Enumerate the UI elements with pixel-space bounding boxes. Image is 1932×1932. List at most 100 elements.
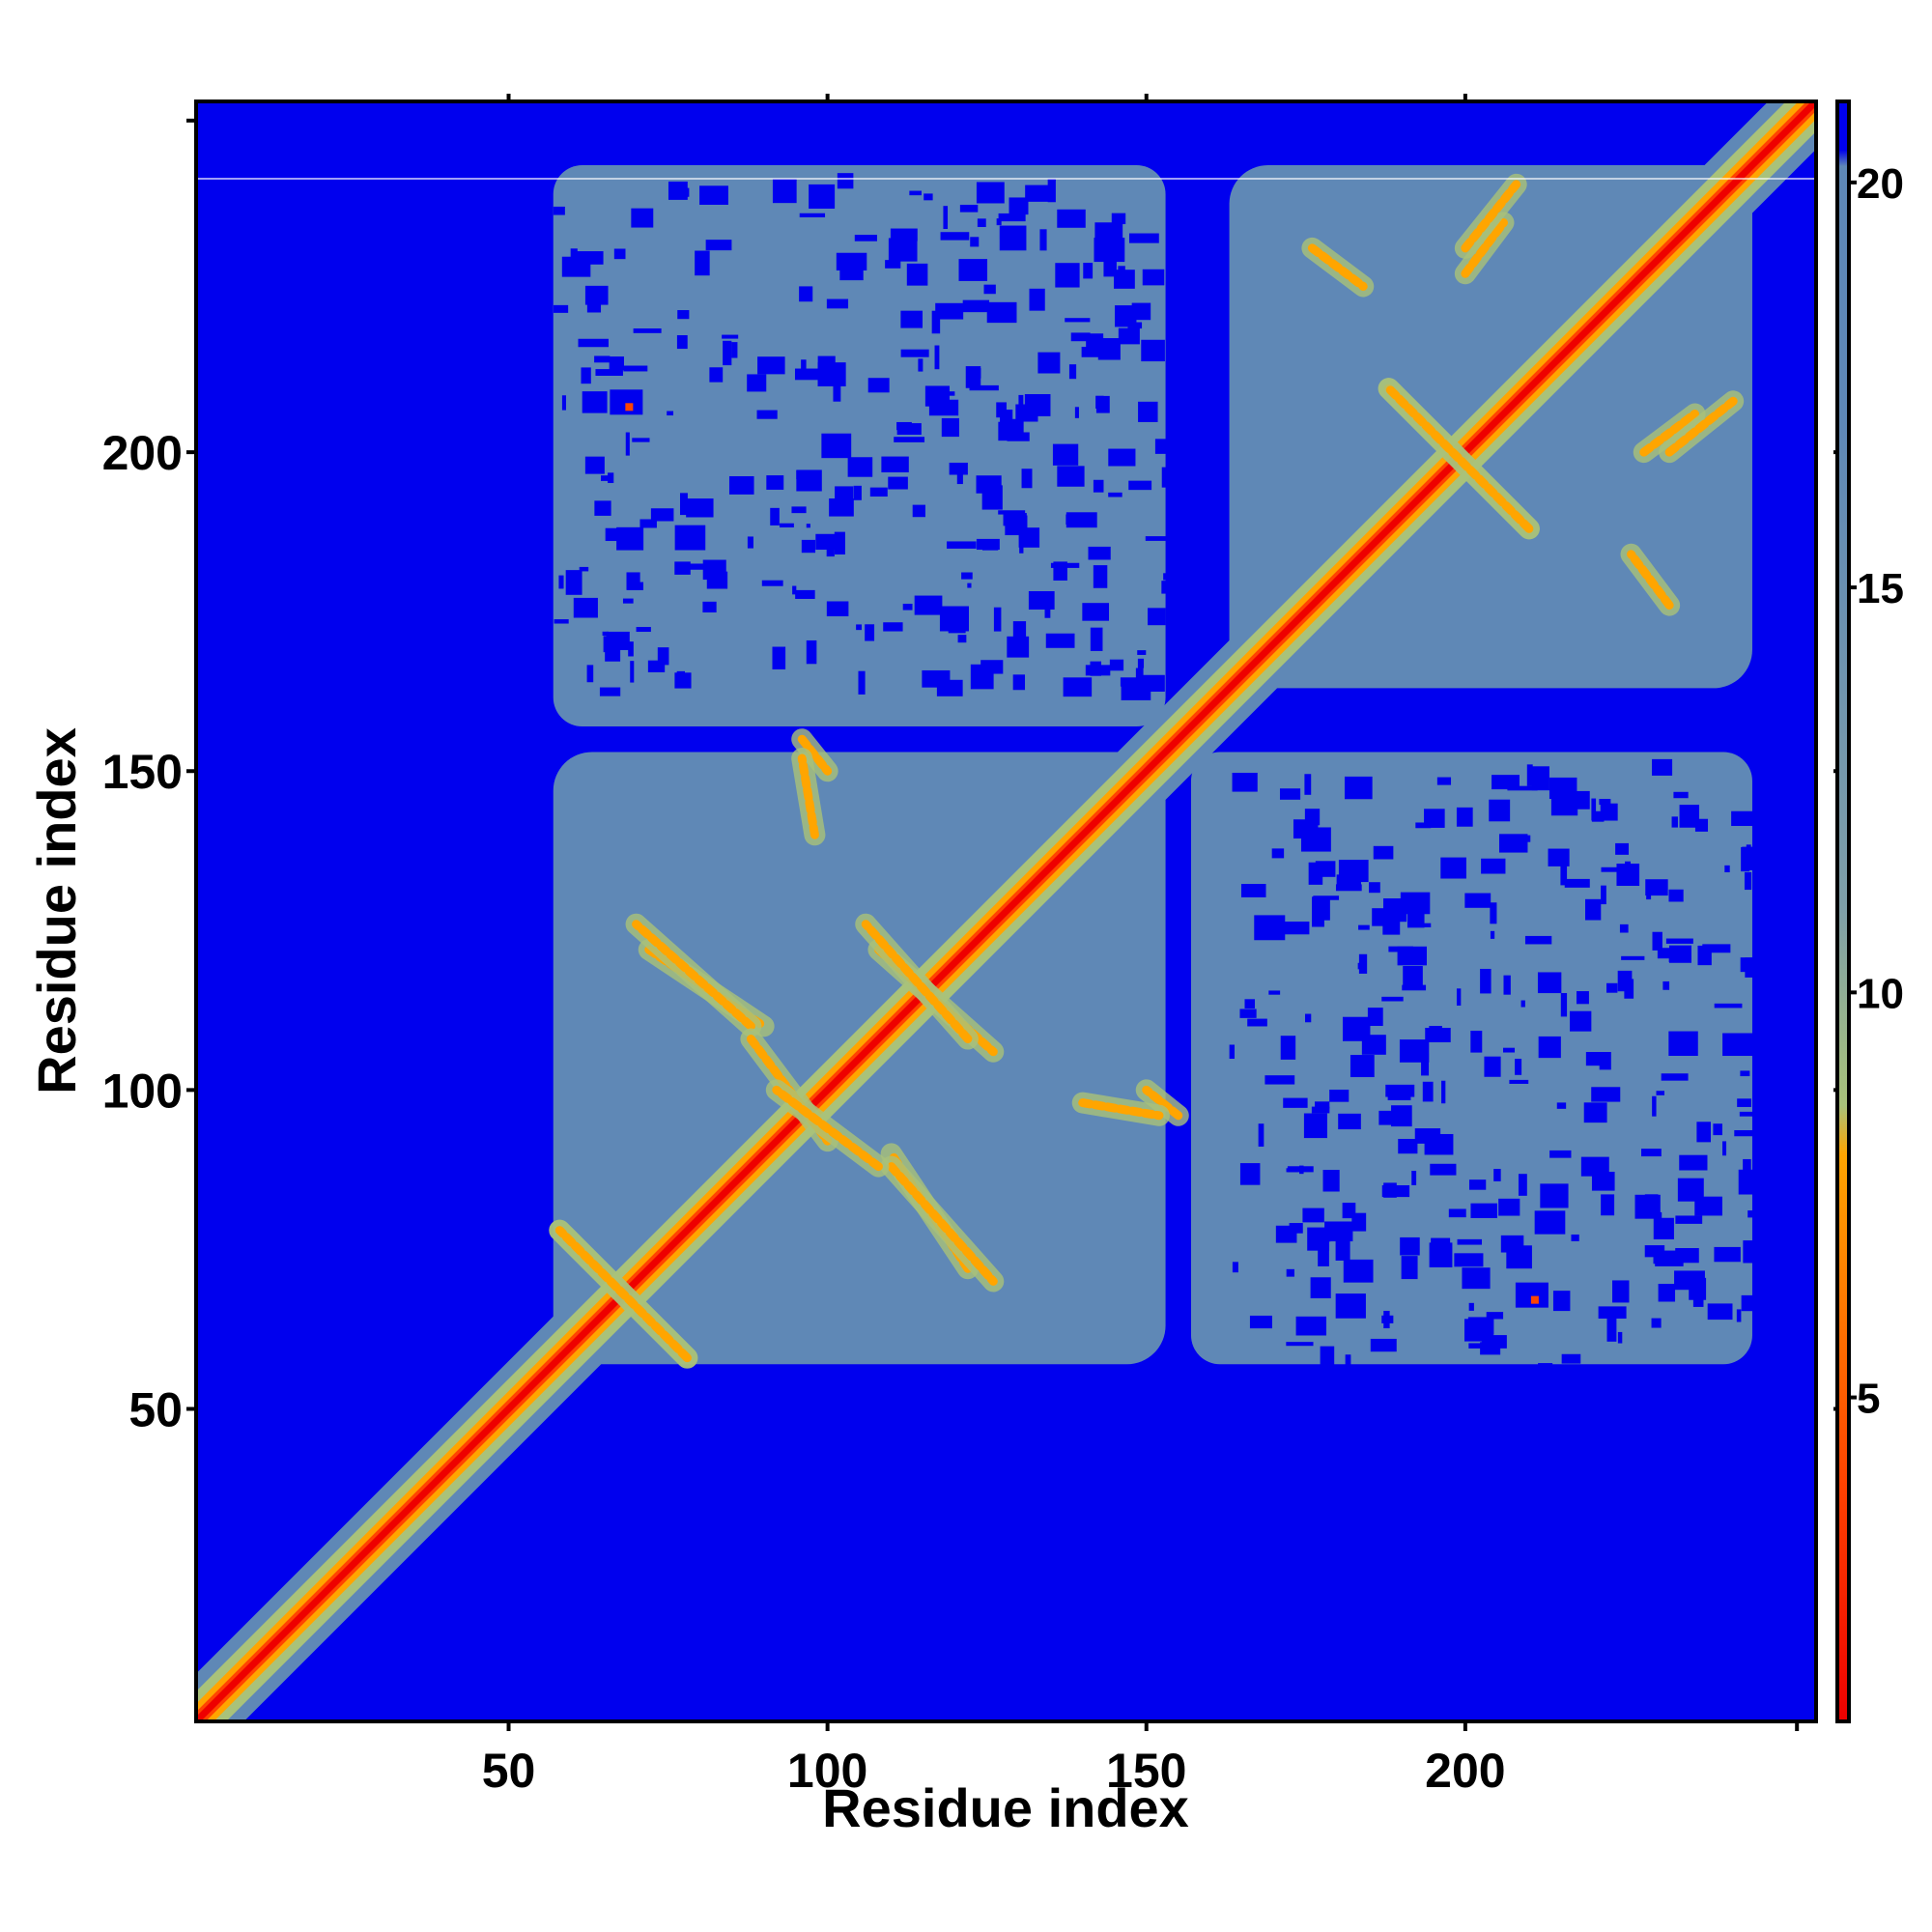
speckle bbox=[939, 606, 969, 632]
speckle bbox=[1714, 1246, 1741, 1263]
speckle bbox=[1744, 871, 1752, 891]
speckle bbox=[1468, 1179, 1487, 1190]
speckle bbox=[969, 384, 999, 391]
speckle bbox=[1088, 546, 1111, 560]
speckle bbox=[1470, 1203, 1497, 1218]
speckle bbox=[1520, 1000, 1525, 1008]
speckle bbox=[1009, 197, 1029, 215]
colorbar: 5 10 15 20 bbox=[1835, 99, 1904, 1723]
speckle bbox=[1734, 1129, 1753, 1137]
speckle bbox=[1470, 1031, 1483, 1053]
speckle bbox=[722, 334, 739, 339]
speckle bbox=[1029, 288, 1045, 311]
pocket-contact bbox=[625, 403, 634, 412]
speckle bbox=[679, 563, 706, 570]
speckle bbox=[553, 304, 569, 313]
speckle bbox=[1302, 1208, 1324, 1223]
speckle bbox=[1576, 991, 1589, 1005]
speckle bbox=[1415, 822, 1432, 829]
speckle bbox=[965, 366, 981, 388]
speckle bbox=[967, 582, 972, 588]
speckle bbox=[586, 294, 602, 313]
speckle bbox=[961, 572, 973, 580]
speckle bbox=[1634, 1194, 1661, 1219]
speckle bbox=[731, 342, 738, 358]
speckle bbox=[826, 298, 849, 309]
speckle bbox=[1400, 1236, 1420, 1256]
speckle bbox=[1065, 318, 1091, 323]
speckle bbox=[1606, 1318, 1617, 1342]
speckle bbox=[981, 485, 1003, 510]
speckle bbox=[1383, 1310, 1390, 1329]
speckle bbox=[582, 391, 608, 413]
speckle bbox=[958, 259, 988, 281]
speckle bbox=[1429, 1242, 1453, 1267]
speckle bbox=[906, 263, 928, 286]
speckle bbox=[1138, 401, 1158, 422]
speckle bbox=[976, 182, 1005, 204]
speckle bbox=[947, 541, 977, 549]
speckle bbox=[1283, 1097, 1308, 1108]
speckle bbox=[1381, 1184, 1410, 1198]
speckle bbox=[1564, 878, 1590, 888]
speckle bbox=[1229, 1044, 1236, 1059]
speckle bbox=[581, 367, 591, 384]
speckle bbox=[1402, 984, 1427, 991]
speckle bbox=[941, 417, 959, 438]
speckle bbox=[1591, 1172, 1615, 1191]
speckle bbox=[1462, 1267, 1491, 1290]
speckle bbox=[1286, 1268, 1294, 1277]
speckle bbox=[796, 469, 822, 492]
speckle bbox=[686, 498, 714, 518]
speckle bbox=[705, 240, 732, 251]
speckle bbox=[600, 475, 610, 481]
speckle bbox=[1342, 1203, 1356, 1219]
speckle bbox=[1142, 269, 1165, 286]
speckle bbox=[1304, 774, 1312, 795]
speckle bbox=[1743, 1240, 1754, 1264]
speckle bbox=[1422, 1081, 1434, 1102]
speckle bbox=[1335, 1293, 1366, 1319]
speckle bbox=[647, 660, 666, 672]
speckle bbox=[772, 179, 797, 204]
speckle bbox=[677, 310, 690, 320]
speckle bbox=[1621, 955, 1645, 960]
speckle bbox=[1743, 1158, 1751, 1174]
speckle bbox=[1095, 395, 1104, 410]
speckle bbox=[1457, 1238, 1483, 1245]
speckle bbox=[1662, 980, 1670, 990]
speckle bbox=[900, 349, 929, 357]
speckle bbox=[1344, 776, 1373, 800]
speckle bbox=[1148, 608, 1166, 626]
speckle bbox=[1335, 884, 1362, 892]
speckle bbox=[1480, 968, 1492, 994]
speckle bbox=[1524, 935, 1552, 945]
speckle bbox=[1585, 1052, 1607, 1066]
speckle bbox=[1509, 1079, 1529, 1084]
speckle bbox=[699, 185, 728, 205]
speckle bbox=[1503, 1047, 1516, 1053]
speckle bbox=[1039, 229, 1047, 251]
x-tick-label: 200 bbox=[1425, 1744, 1505, 1798]
speckle bbox=[1737, 1098, 1751, 1107]
speckle bbox=[586, 665, 594, 683]
speckle bbox=[1335, 1238, 1350, 1261]
speckle bbox=[1137, 650, 1147, 655]
blue-pocket bbox=[610, 389, 643, 415]
speckle bbox=[756, 410, 778, 419]
speckle bbox=[695, 250, 710, 276]
colorbar-tick-label: 20 bbox=[1857, 160, 1904, 208]
speckle bbox=[1024, 394, 1051, 416]
speckle bbox=[650, 508, 674, 522]
speckle bbox=[809, 184, 836, 209]
speckle bbox=[865, 624, 875, 641]
speckle bbox=[1454, 1253, 1484, 1267]
speckle bbox=[1283, 921, 1310, 935]
y-tick-label: 50 bbox=[128, 1382, 183, 1436]
speckle bbox=[1057, 209, 1086, 228]
speckle bbox=[1490, 902, 1497, 924]
speckle bbox=[594, 500, 611, 516]
speckle bbox=[1448, 1208, 1466, 1218]
speckle bbox=[1388, 946, 1413, 952]
plot-frame bbox=[194, 99, 1818, 1723]
